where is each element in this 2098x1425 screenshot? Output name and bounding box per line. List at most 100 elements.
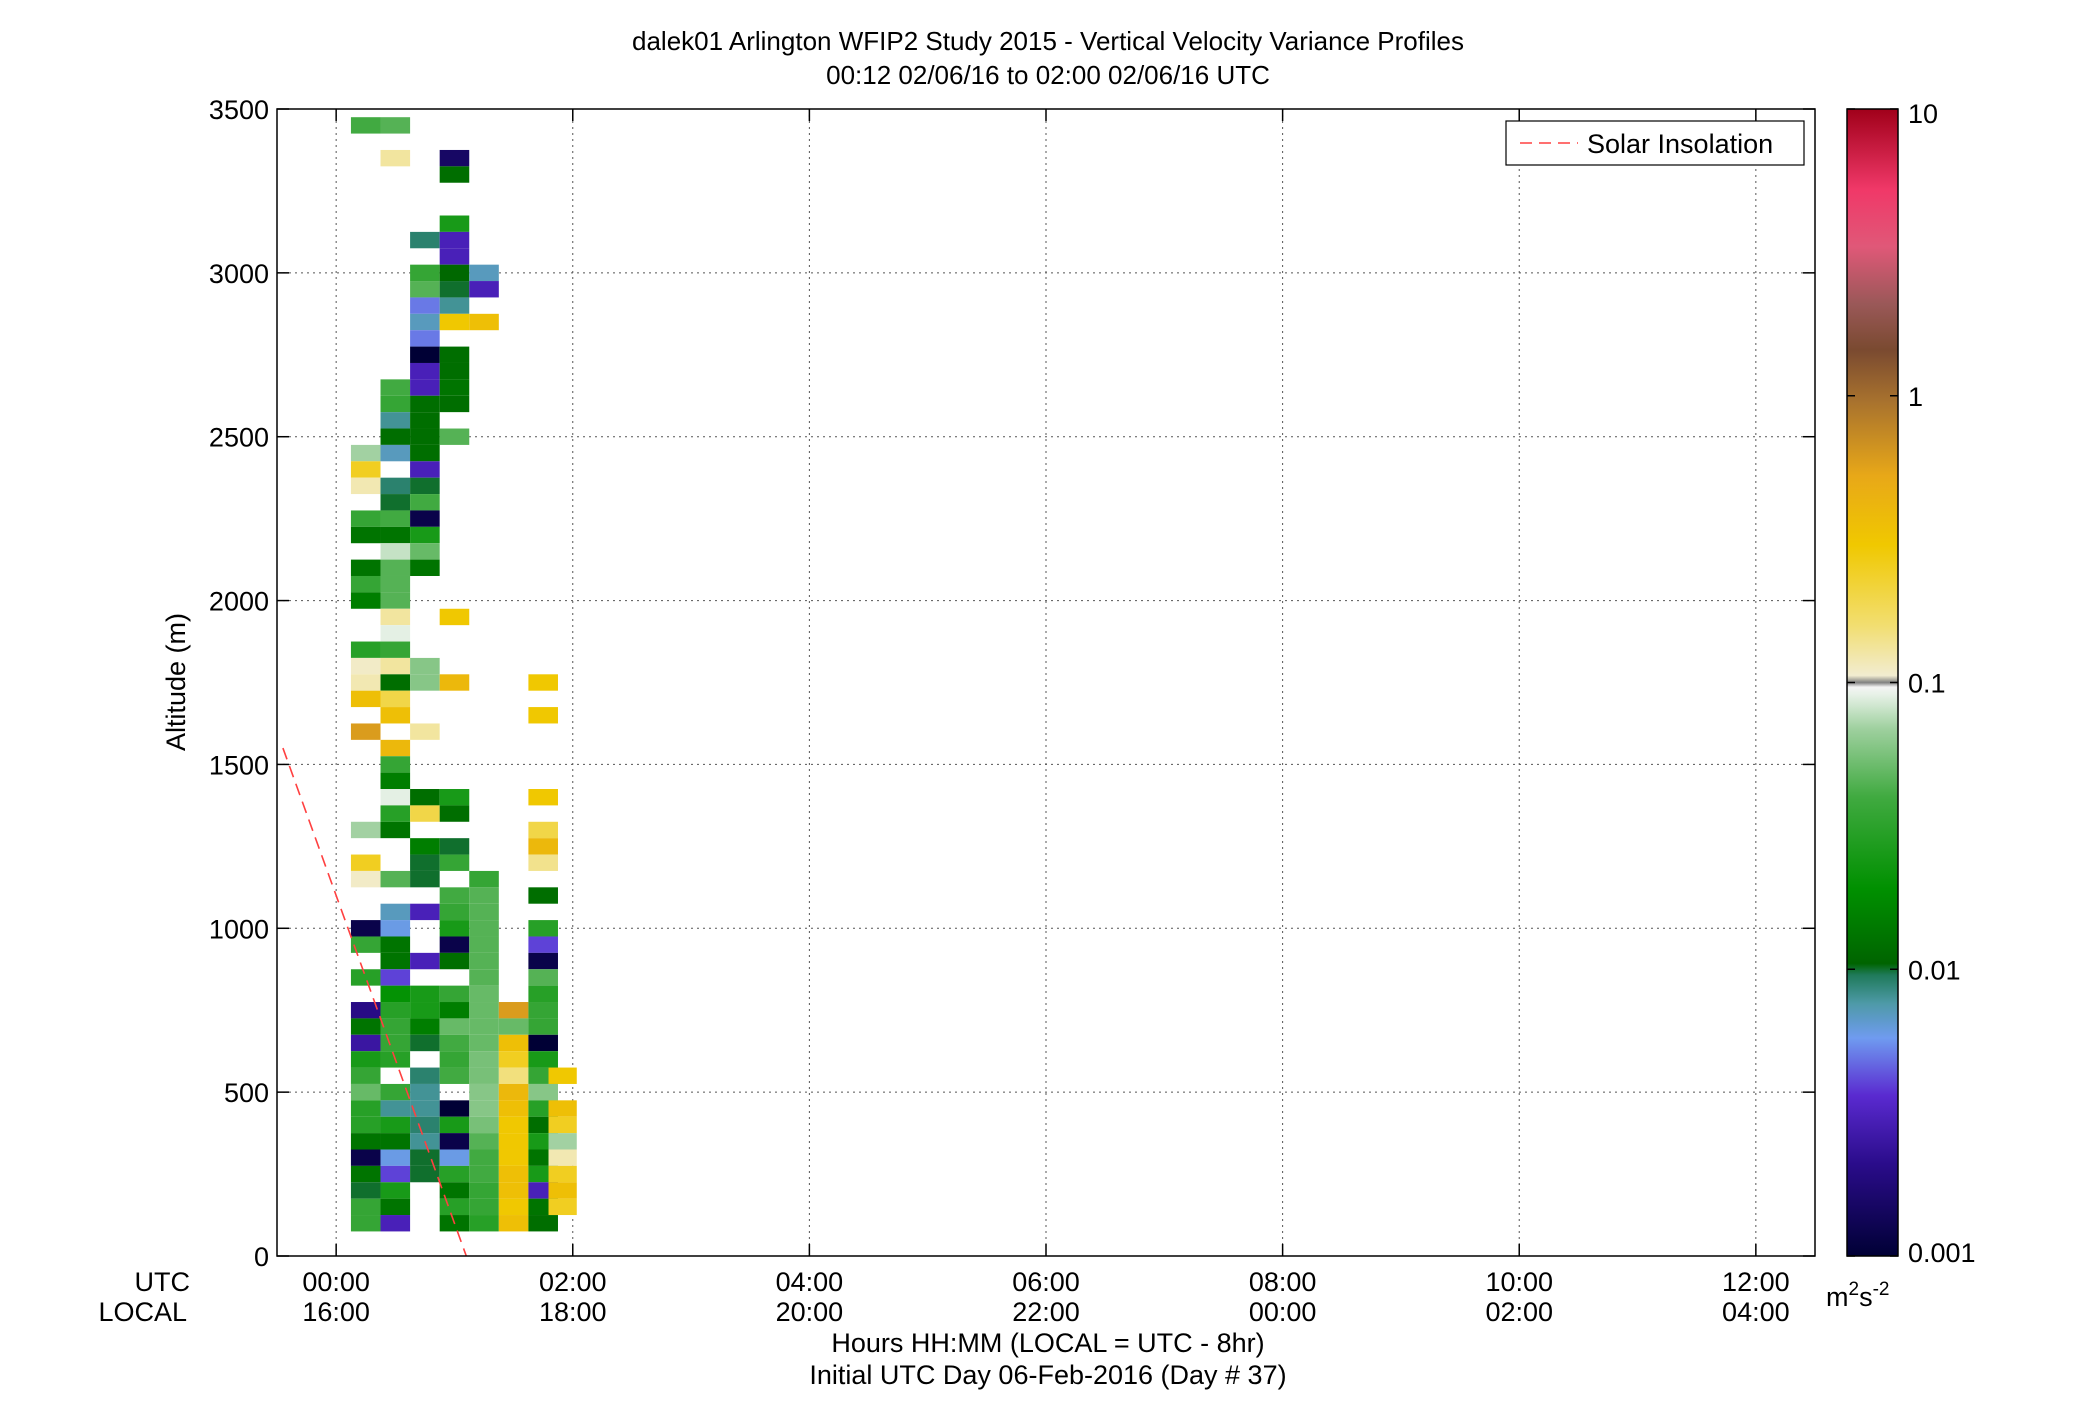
- heatmap-cell: [469, 920, 499, 937]
- heatmap-cell: [380, 1182, 411, 1199]
- heatmap-cell: [439, 1067, 470, 1084]
- heatmap-cell: [350, 1182, 381, 1199]
- heatmap-cell: [410, 1083, 440, 1101]
- legend-box: [1505, 120, 1805, 166]
- heatmap-cells: [350, 117, 577, 1232]
- heatmap-cell: [380, 1034, 411, 1052]
- heatmap-cell: [350, 690, 381, 708]
- heatmap-cell: [469, 1215, 499, 1232]
- heatmap-cell: [410, 395, 440, 413]
- colorbar-tick-label: 0.1: [1908, 669, 1946, 699]
- heatmap-cell: [528, 920, 558, 937]
- colorbar-tick-label: 1: [1908, 382, 1923, 412]
- heatmap-cell: [439, 395, 470, 413]
- heatmap-cell: [380, 772, 411, 790]
- y-tick-label: 500: [224, 1078, 269, 1108]
- heatmap-cell: [439, 887, 470, 904]
- heatmap-cell: [528, 854, 558, 871]
- heatmap-cell: [350, 657, 381, 675]
- heatmap-cell: [439, 1133, 470, 1150]
- heatmap-cell: [528, 707, 558, 724]
- heatmap-cell: [469, 936, 499, 953]
- heatmap-cell: [469, 1083, 499, 1101]
- heatmap-cell: [350, 592, 381, 609]
- heatmap-cell: [528, 985, 558, 1003]
- heatmap-cell: [350, 559, 381, 576]
- heatmap-cell: [350, 969, 381, 986]
- heatmap-cell: [350, 1051, 381, 1068]
- heatmap-cell: [498, 1002, 529, 1019]
- heatmap-cell: [410, 1002, 440, 1019]
- heatmap-cell: [439, 985, 470, 1003]
- heatmap-cell: [439, 674, 470, 691]
- heatmap-cell: [498, 1182, 529, 1199]
- heatmap-cell: [410, 477, 440, 495]
- heatmap-cell: [439, 248, 470, 265]
- heatmap-cell: [380, 707, 411, 724]
- heatmap-cell: [528, 1215, 558, 1232]
- axis-ticks: 050010001500200025003000350000:0016:0002…: [209, 95, 1815, 1327]
- heatmap-cell: [350, 510, 381, 527]
- heatmap-cell: [469, 1165, 499, 1183]
- heatmap-cell: [498, 1116, 529, 1134]
- heatmap-cell: [498, 1198, 529, 1216]
- heatmap-cell: [350, 641, 381, 658]
- heatmap-cell: [380, 821, 411, 839]
- heatmap-cell: [410, 870, 440, 888]
- heatmap-cell: [410, 330, 440, 347]
- colorbar-tick-label: 0.01: [1908, 955, 1961, 985]
- heatmap-cell: [380, 1002, 411, 1019]
- heatmap-cell: [439, 854, 470, 871]
- heatmap-cell: [528, 952, 558, 970]
- heatmap-cell: [350, 854, 381, 871]
- colorbar-ticks: 0.001 0.01 0.1 1 10: [1847, 99, 1976, 1268]
- heatmap-cell: [350, 1083, 381, 1101]
- heatmap-cell: [439, 1165, 470, 1183]
- heatmap-cell: [439, 428, 470, 445]
- heatmap-cell: [410, 854, 440, 871]
- heatmap-cell: [350, 1165, 381, 1183]
- heatmap-cell: [498, 1149, 529, 1166]
- heatmap-cell: [350, 1018, 381, 1035]
- heatmap-cell: [469, 1100, 499, 1117]
- heatmap-cell: [410, 1018, 440, 1035]
- heatmap-cell: [350, 1133, 381, 1150]
- heatmap-cell: [548, 1198, 577, 1216]
- heatmap-cell: [410, 444, 440, 462]
- x-tick-label-local: 20:00: [776, 1297, 844, 1327]
- heatmap-cell: [380, 641, 411, 658]
- legend: Solar Insolation: [1505, 120, 1805, 166]
- heatmap-cell: [528, 1083, 558, 1101]
- heatmap-cell: [439, 1018, 470, 1035]
- heatmap-cell: [380, 969, 411, 986]
- grid-layer: [277, 109, 1815, 1256]
- legend-entry-solar: Solar Insolation: [1587, 129, 1773, 159]
- heatmap-cell: [350, 1002, 381, 1019]
- heatmap-cell: [469, 281, 499, 298]
- heatmap-cell: [380, 936, 411, 953]
- heatmap-cell: [350, 117, 381, 134]
- heatmap-cell: [380, 1083, 411, 1101]
- heatmap-cell: [469, 1198, 499, 1216]
- heatmap-cell: [498, 1100, 529, 1117]
- heatmap-cell: [350, 1149, 381, 1166]
- heatmap-cell: [380, 149, 411, 167]
- heatmap-cell: [469, 1051, 499, 1068]
- heatmap-cell: [410, 985, 440, 1003]
- heatmap-cell: [350, 870, 381, 888]
- heatmap-cell: [469, 903, 499, 921]
- heatmap-cell: [469, 952, 499, 970]
- heatmap-cell: [380, 526, 411, 544]
- heatmap-cell: [439, 1116, 470, 1134]
- heatmap-cell: [410, 379, 440, 396]
- heatmap-cell: [350, 821, 381, 839]
- heatmap-cell: [498, 1018, 529, 1035]
- chart-title: dalek01 Arlington WFIP2 Study 2015 - Ver…: [632, 26, 1464, 56]
- heatmap-cell: [380, 920, 411, 937]
- heatmap-cell: [410, 723, 440, 740]
- colorbar-unit-sup2: -2: [1873, 1279, 1890, 1300]
- heatmap-cell: [410, 789, 440, 806]
- heatmap-cell: [439, 1002, 470, 1019]
- chart-subtitle: 00:12 02/06/16 to 02:00 02/06/16 UTC: [826, 60, 1270, 90]
